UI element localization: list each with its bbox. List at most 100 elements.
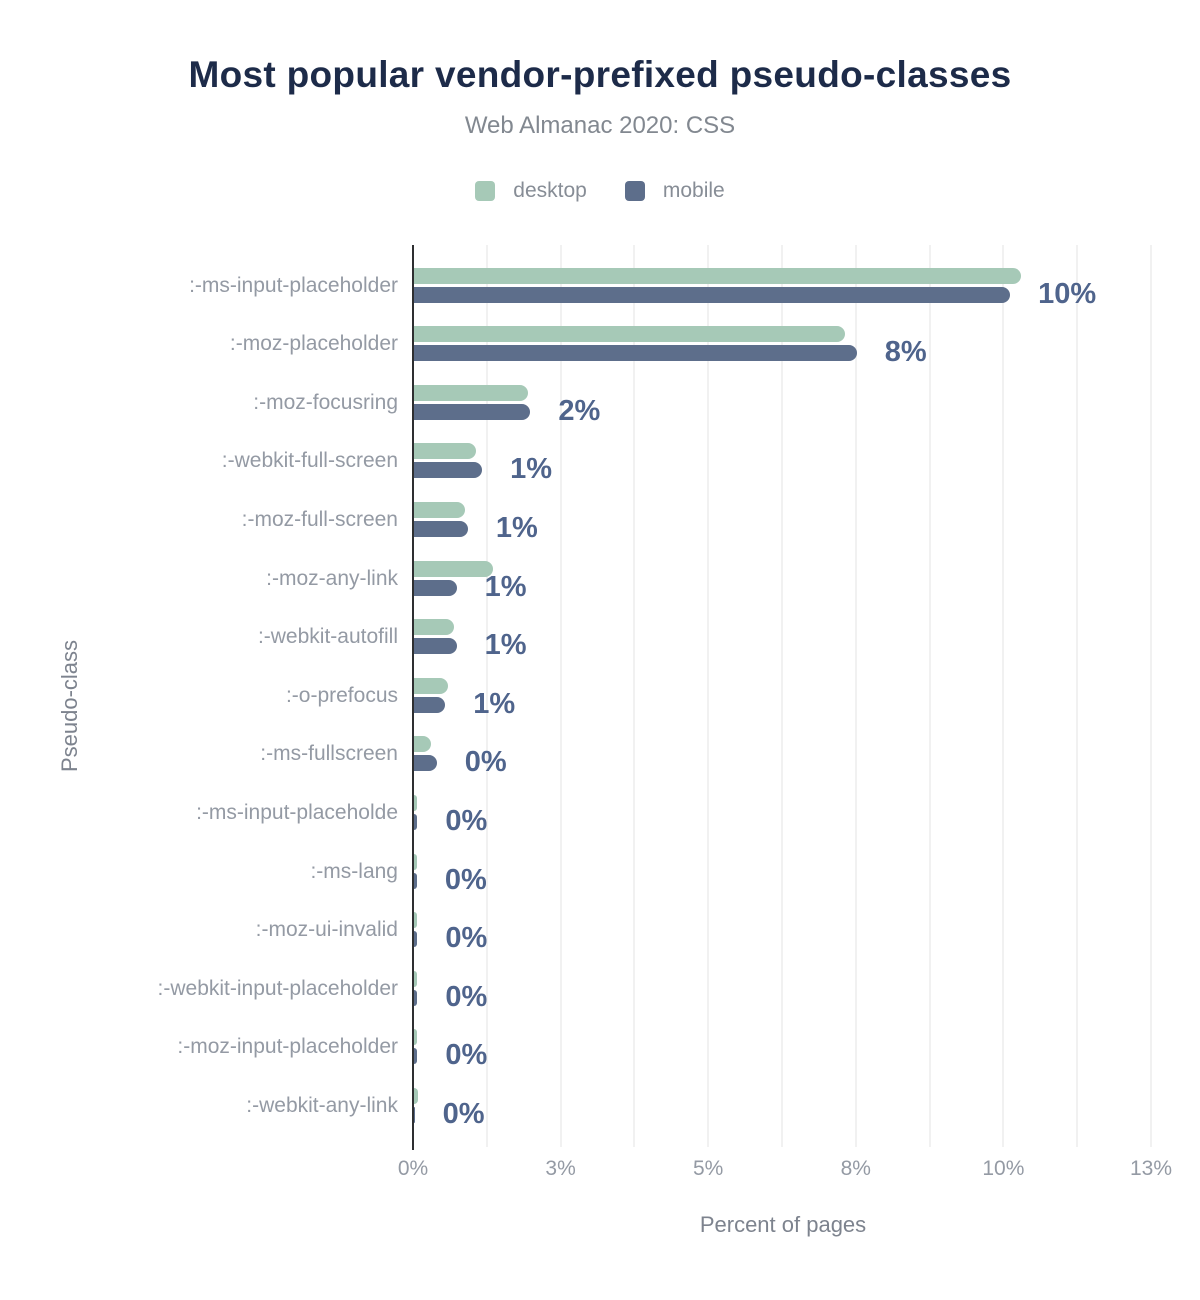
mobile-bar[interactable] xyxy=(414,755,437,772)
chart-row: :-webkit-autofill 1% xyxy=(0,597,1200,660)
gridline xyxy=(928,245,931,1147)
category-label: :-moz-input-placeholder xyxy=(177,1035,398,1059)
bar-group xyxy=(414,619,457,655)
desktop-bar[interactable] xyxy=(414,560,494,577)
desktop-bar[interactable] xyxy=(414,443,477,460)
mobile-bar[interactable] xyxy=(414,1106,415,1123)
chart-title: Most popular vendor-prefixed pseudo-clas… xyxy=(188,54,1012,95)
bar-group xyxy=(414,326,857,362)
desktop-bar[interactable] xyxy=(414,970,417,987)
mobile-bar[interactable] xyxy=(414,872,417,889)
mobile-bar[interactable] xyxy=(414,813,418,830)
legend-item-desktop[interactable]: desktop xyxy=(475,179,587,203)
chart-row: :-ms-input-placeholder 10% xyxy=(0,245,1200,308)
bar-group xyxy=(414,970,418,1006)
category-label: :-ms-fullscreen xyxy=(260,742,398,766)
value-label: 0% xyxy=(445,922,488,955)
value-label: 0% xyxy=(442,1097,485,1130)
category-label: :-webkit-input-placeholder xyxy=(157,976,398,1000)
chart-row: :-moz-focusring 2% xyxy=(0,362,1200,425)
category-label: :-o-prefocus xyxy=(285,683,398,707)
value-label: 1% xyxy=(484,570,527,603)
desktop-bar[interactable] xyxy=(414,384,528,401)
mobile-bar[interactable] xyxy=(414,462,483,479)
chart-row: :-webkit-any-link 0% xyxy=(0,1065,1200,1128)
bar-group xyxy=(414,384,531,420)
y-axis-title: Pseudo-class xyxy=(57,639,82,773)
category-label: :-moz-full-screen xyxy=(241,507,398,531)
legend-label-desktop: desktop xyxy=(513,179,587,202)
value-label: 1% xyxy=(510,453,553,486)
category-label: :-webkit-any-link xyxy=(246,1093,398,1117)
value-label: 8% xyxy=(884,336,927,369)
mobile-swatch-icon xyxy=(624,181,645,201)
bar-group xyxy=(414,1029,418,1065)
desktop-bar[interactable] xyxy=(414,736,432,753)
chart-row: :-moz-any-link 1% xyxy=(0,538,1200,601)
mobile-bar[interactable] xyxy=(414,403,531,420)
bar-group xyxy=(414,736,437,772)
mobile-bar[interactable] xyxy=(414,696,446,713)
chart-row: :-ms-fullscreen 0% xyxy=(0,714,1200,777)
chart-subtitle: Web Almanac 2020: CSS xyxy=(464,112,736,139)
mobile-bar[interactable] xyxy=(414,520,468,537)
category-label: :-ms-lang xyxy=(310,859,398,883)
bar-group xyxy=(414,794,418,830)
legend-label-mobile: mobile xyxy=(662,179,725,202)
mobile-bar[interactable] xyxy=(414,931,418,948)
chart-row: :-moz-ui-invalid 0% xyxy=(0,890,1200,953)
value-label: 2% xyxy=(558,394,601,427)
mobile-bar[interactable] xyxy=(414,638,457,655)
legend: desktop mobile xyxy=(0,179,1200,203)
value-label: 0% xyxy=(445,980,488,1013)
mobile-bar[interactable] xyxy=(414,286,1011,303)
desktop-bar[interactable] xyxy=(414,1087,418,1104)
x-tick-label: 5% xyxy=(693,1157,724,1180)
category-label: :-moz-any-link xyxy=(266,566,398,590)
mobile-bar[interactable] xyxy=(414,989,418,1006)
gridline xyxy=(707,245,710,1147)
chart-row: :-webkit-full-screen 1% xyxy=(0,421,1200,484)
chart-row: :-moz-full-screen 1% xyxy=(0,479,1200,542)
desktop-bar[interactable] xyxy=(414,326,846,343)
desktop-bar[interactable] xyxy=(414,853,417,870)
desktop-bar[interactable] xyxy=(414,619,454,636)
bar-group xyxy=(414,853,417,889)
bar-group xyxy=(414,267,1022,303)
mobile-bar[interactable] xyxy=(414,1048,418,1065)
x-tick-label: 13% xyxy=(1129,1157,1173,1180)
desktop-bar[interactable] xyxy=(414,912,417,929)
chart-row: :-moz-input-placeholder 0% xyxy=(0,1007,1200,1070)
mobile-bar[interactable] xyxy=(414,579,457,596)
x-tick-label: 0% xyxy=(397,1157,429,1180)
desktop-bar[interactable] xyxy=(414,501,466,518)
bar-group xyxy=(414,912,418,948)
value-label: 10% xyxy=(1038,277,1097,310)
desktop-swatch-icon xyxy=(475,181,496,201)
chart-row: :-o-prefocus 1% xyxy=(0,655,1200,718)
mobile-bar[interactable] xyxy=(414,345,857,362)
value-label: 0% xyxy=(445,1039,488,1072)
desktop-bar[interactable] xyxy=(414,794,417,811)
y-axis-line xyxy=(412,245,414,1150)
category-label: :-ms-input-placeholde xyxy=(196,800,398,824)
desktop-bar[interactable] xyxy=(414,1029,417,1046)
chart-row: :-moz-placeholder 8% xyxy=(0,304,1200,367)
value-label: 1% xyxy=(473,687,516,720)
desktop-bar[interactable] xyxy=(414,267,1022,284)
legend-item-mobile[interactable]: mobile xyxy=(624,179,725,203)
category-label: :-moz-focusring xyxy=(253,390,398,414)
desktop-bar[interactable] xyxy=(414,677,449,694)
gridline xyxy=(854,245,857,1147)
gridline xyxy=(1150,245,1152,1147)
bar-group xyxy=(414,501,468,537)
value-label: 1% xyxy=(484,629,527,662)
bar-group xyxy=(414,560,494,596)
chart-row: :-ms-lang 0% xyxy=(0,831,1200,894)
bar-rows: :-ms-input-placeholder 10%:-moz-placehold… xyxy=(0,245,1200,1128)
gridline xyxy=(559,245,562,1147)
gridline xyxy=(781,245,783,1147)
category-label: :-moz-ui-invalid xyxy=(255,918,398,942)
